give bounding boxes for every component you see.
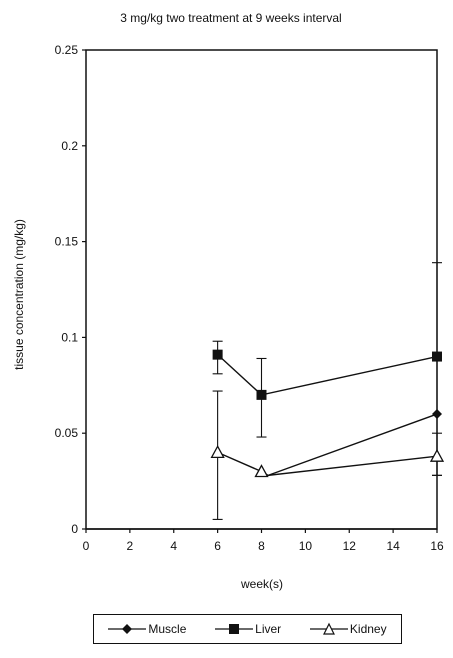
y-tick-label: 0.25 (55, 43, 79, 57)
x-tick-label: 2 (127, 539, 134, 553)
x-tick-label: 16 (430, 539, 444, 553)
legend-label-kidney: Kidney (349, 622, 387, 636)
chart-title: 3 mg/kg two treatment at 9 weeks interva… (120, 11, 341, 25)
legend: Muscle Liver Kidney (93, 614, 402, 644)
series-line-1 (217, 354, 438, 396)
legend-item-kidney: Kidney (309, 622, 387, 636)
data-point-1-1 (256, 389, 267, 400)
data-point-3-1 (432, 409, 442, 420)
legend-item-liver: Liver (215, 622, 281, 636)
data-point-1-2 (432, 351, 442, 362)
data-point-2-0 (210, 445, 225, 459)
y-tick-label: 0.2 (61, 139, 78, 153)
y-axis-label: tissue concentration (mg/kg) (12, 219, 26, 370)
data-point-1-0 (212, 349, 223, 360)
x-tick-label: 8 (258, 539, 265, 553)
plot-area-frame (85, 49, 438, 530)
legend-item-muscle: Muscle (108, 622, 186, 636)
y-tick-label: 0.05 (55, 426, 79, 440)
x-tick-label: 10 (299, 539, 313, 553)
legend-label-liver: Liver (255, 622, 282, 636)
triangle-marker-icon (309, 622, 348, 635)
series-line-2 (217, 451, 438, 477)
x-axis-label: week(s) (240, 577, 283, 591)
series-line-3 (267, 413, 438, 477)
y-tick-label: 0.15 (55, 235, 79, 249)
y-tick-label: 0 (71, 522, 78, 536)
x-tick-label: 4 (170, 539, 177, 553)
x-tick-label: 0 (83, 539, 90, 553)
x-tick-label: 12 (343, 539, 357, 553)
data-point-2-1 (254, 464, 269, 478)
diamond-marker-icon (108, 624, 147, 634)
legend-label-muscle: Muscle (148, 622, 187, 636)
x-tick-label: 14 (386, 539, 400, 553)
x-tick-label: 6 (214, 539, 221, 553)
square-marker-icon (215, 624, 254, 634)
data-point-2-3 (429, 448, 445, 462)
y-tick-label: 0.1 (61, 330, 78, 344)
